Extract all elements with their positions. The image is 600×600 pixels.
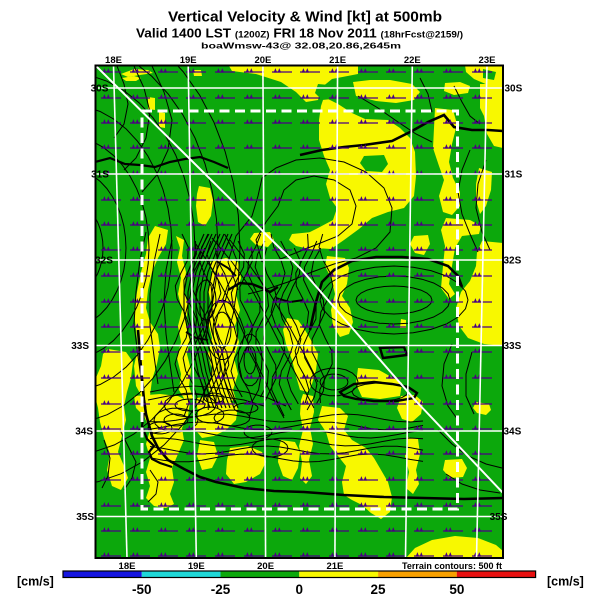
- svg-text:20E: 20E: [254, 55, 271, 66]
- svg-text:19E: 19E: [180, 55, 197, 66]
- svg-text:22E: 22E: [404, 55, 421, 66]
- svg-text:32S: 32S: [504, 256, 522, 267]
- svg-text:34S: 34S: [504, 427, 522, 438]
- svg-text:19E: 19E: [188, 561, 205, 572]
- svg-text:-25: -25: [211, 582, 231, 597]
- svg-text:31S: 31S: [505, 170, 523, 181]
- svg-text:18E: 18E: [105, 55, 122, 66]
- svg-text:[cm/s]: [cm/s]: [17, 575, 54, 589]
- svg-text:34S: 34S: [75, 427, 93, 438]
- svg-text:33S: 33S: [504, 341, 522, 352]
- svg-text:0: 0: [296, 582, 304, 597]
- svg-text:Vertical Velocity & Wind [kt]: Vertical Velocity & Wind [kt] at 500mb: [168, 9, 442, 26]
- svg-text:35S: 35S: [76, 512, 94, 523]
- svg-text:20E: 20E: [257, 561, 274, 572]
- svg-text:30S: 30S: [505, 84, 523, 95]
- svg-text:30S: 30S: [91, 84, 109, 95]
- svg-text:33S: 33S: [71, 341, 89, 352]
- svg-text:Valid 1400 LST (1200Z) FRI 18: Valid 1400 LST (1200Z) FRI 18 Nov 2011 (…: [136, 26, 463, 41]
- svg-text:[cm/s]: [cm/s]: [547, 575, 584, 589]
- svg-text:23E: 23E: [479, 55, 496, 66]
- svg-text:35S: 35S: [490, 512, 508, 523]
- svg-text:32S: 32S: [95, 256, 113, 267]
- svg-text:31S: 31S: [91, 170, 109, 181]
- svg-text:25: 25: [371, 582, 387, 597]
- svg-text:-50: -50: [132, 582, 152, 597]
- svg-text:21E: 21E: [326, 561, 343, 572]
- svg-text:18E: 18E: [119, 561, 136, 572]
- svg-text:boaWmsw-43@ 32.08,20.86,2645m: boaWmsw-43@ 32.08,20.86,2645m: [201, 41, 402, 51]
- svg-text:21E: 21E: [329, 55, 346, 66]
- svg-text:Terrain contours: 500 ft: Terrain contours: 500 ft: [402, 561, 503, 572]
- svg-text:50: 50: [449, 582, 464, 597]
